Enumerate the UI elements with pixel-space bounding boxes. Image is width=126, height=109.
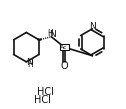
Text: N: N xyxy=(27,58,33,67)
Text: Ac: Ac xyxy=(60,45,68,50)
Text: N: N xyxy=(90,22,96,31)
Text: N: N xyxy=(49,30,56,39)
Text: H: H xyxy=(27,60,33,69)
Text: O: O xyxy=(60,61,68,71)
Text: H: H xyxy=(47,29,53,38)
FancyBboxPatch shape xyxy=(60,44,69,50)
Text: HCl: HCl xyxy=(34,95,51,105)
Text: HCl: HCl xyxy=(37,87,54,97)
